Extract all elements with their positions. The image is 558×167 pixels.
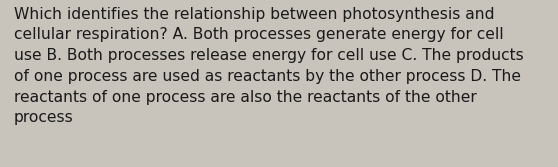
Text: Which identifies the relationship between photosynthesis and
cellular respiratio: Which identifies the relationship betwee… bbox=[14, 7, 524, 125]
